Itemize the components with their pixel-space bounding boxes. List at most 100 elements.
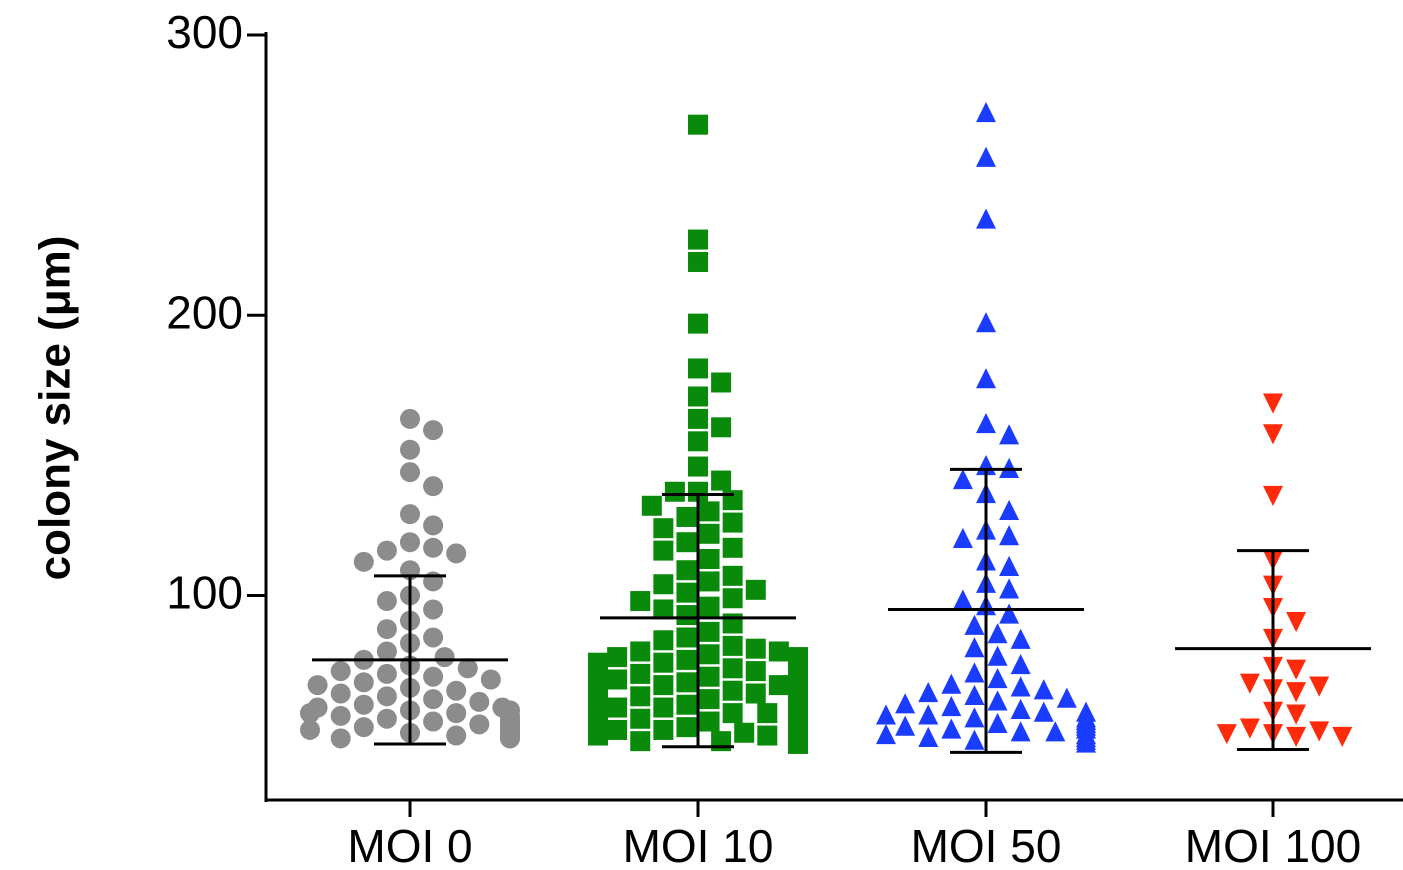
data-point [757,725,778,746]
y-axis-label: colony size (μm) [31,236,80,581]
data-point [688,408,708,429]
data-point [1033,701,1054,722]
data-point [1239,718,1260,739]
data-point [699,501,720,522]
data-point [1010,628,1031,649]
data-point [1263,485,1283,507]
data-point [1286,726,1307,748]
data-point [641,495,662,516]
data-point [676,672,697,693]
data-point [1263,424,1283,445]
data-point [630,591,651,612]
data-point [376,686,397,707]
data-point [895,715,916,736]
data-point [400,504,420,525]
data-point [607,719,628,740]
data-point [300,719,320,740]
data-point [768,675,789,696]
data-point [423,515,444,536]
data-point [607,647,628,668]
data-point [788,647,808,668]
data-point [952,469,973,490]
data-point [400,462,420,483]
data-point [653,719,674,740]
data-point [630,663,651,684]
data-point [446,543,467,564]
data-point [699,644,720,665]
data-point [434,647,455,668]
data-point [376,641,397,662]
data-point [307,675,328,696]
data-point [722,703,743,724]
data-point [353,717,374,738]
data-point [976,101,996,123]
data-point [745,579,766,600]
y-tick-label: 100 [166,567,243,619]
data-point [699,666,720,687]
axes [264,32,1403,802]
data-point [457,658,478,679]
data-point [976,368,996,389]
data-point [469,714,490,735]
data-point [1076,732,1096,753]
data-point [964,707,985,728]
data-point [699,596,720,617]
data-point [941,718,962,739]
data-point [676,649,697,670]
data-point [480,669,501,690]
data-point [630,708,651,729]
x-tick-label: MOI 50 [911,820,1062,870]
data-point [588,669,608,690]
data-point [788,680,808,701]
data-point [987,623,1008,644]
data-point [688,229,708,250]
y-ticks: 100 200 300 [166,6,266,619]
data-point [500,728,520,749]
data-point [1010,676,1031,697]
data-point [1286,704,1307,725]
data-point [588,686,608,707]
data-point [688,251,708,272]
data-point [699,549,720,570]
data-point [976,312,996,333]
data-point [952,589,973,610]
data-point [688,431,708,452]
data-point [300,703,320,724]
data-point [941,673,962,694]
data-point [876,704,896,725]
data-point [1216,724,1237,745]
data-point [630,641,651,662]
data-point [876,724,896,745]
data-point [999,578,1020,599]
data-point [987,645,1008,666]
data-point [976,208,996,229]
data-point [653,574,674,595]
data-point [734,722,755,743]
data-point [330,728,351,749]
data-point [699,523,720,544]
x-tick-label: MOI 0 [347,820,472,870]
data-point [722,680,743,701]
y-tick-label: 200 [166,286,243,338]
data-point [446,680,467,701]
data-point [588,705,608,726]
data-point [653,599,674,620]
data-point [1309,721,1330,742]
data-point [400,532,420,553]
data-point [423,537,444,558]
data-point [722,512,743,533]
data-point [976,146,996,167]
data-point [400,408,420,429]
data-point [653,630,674,651]
data-point [1033,679,1054,700]
data-point [722,565,743,586]
data-point [400,439,420,460]
data-point [607,697,628,718]
data-point [588,652,608,673]
data-point [688,386,708,407]
data-point [952,527,973,549]
data-point [376,708,397,729]
data-point [999,525,1020,546]
data-point [1286,612,1307,633]
data-point [699,621,720,642]
